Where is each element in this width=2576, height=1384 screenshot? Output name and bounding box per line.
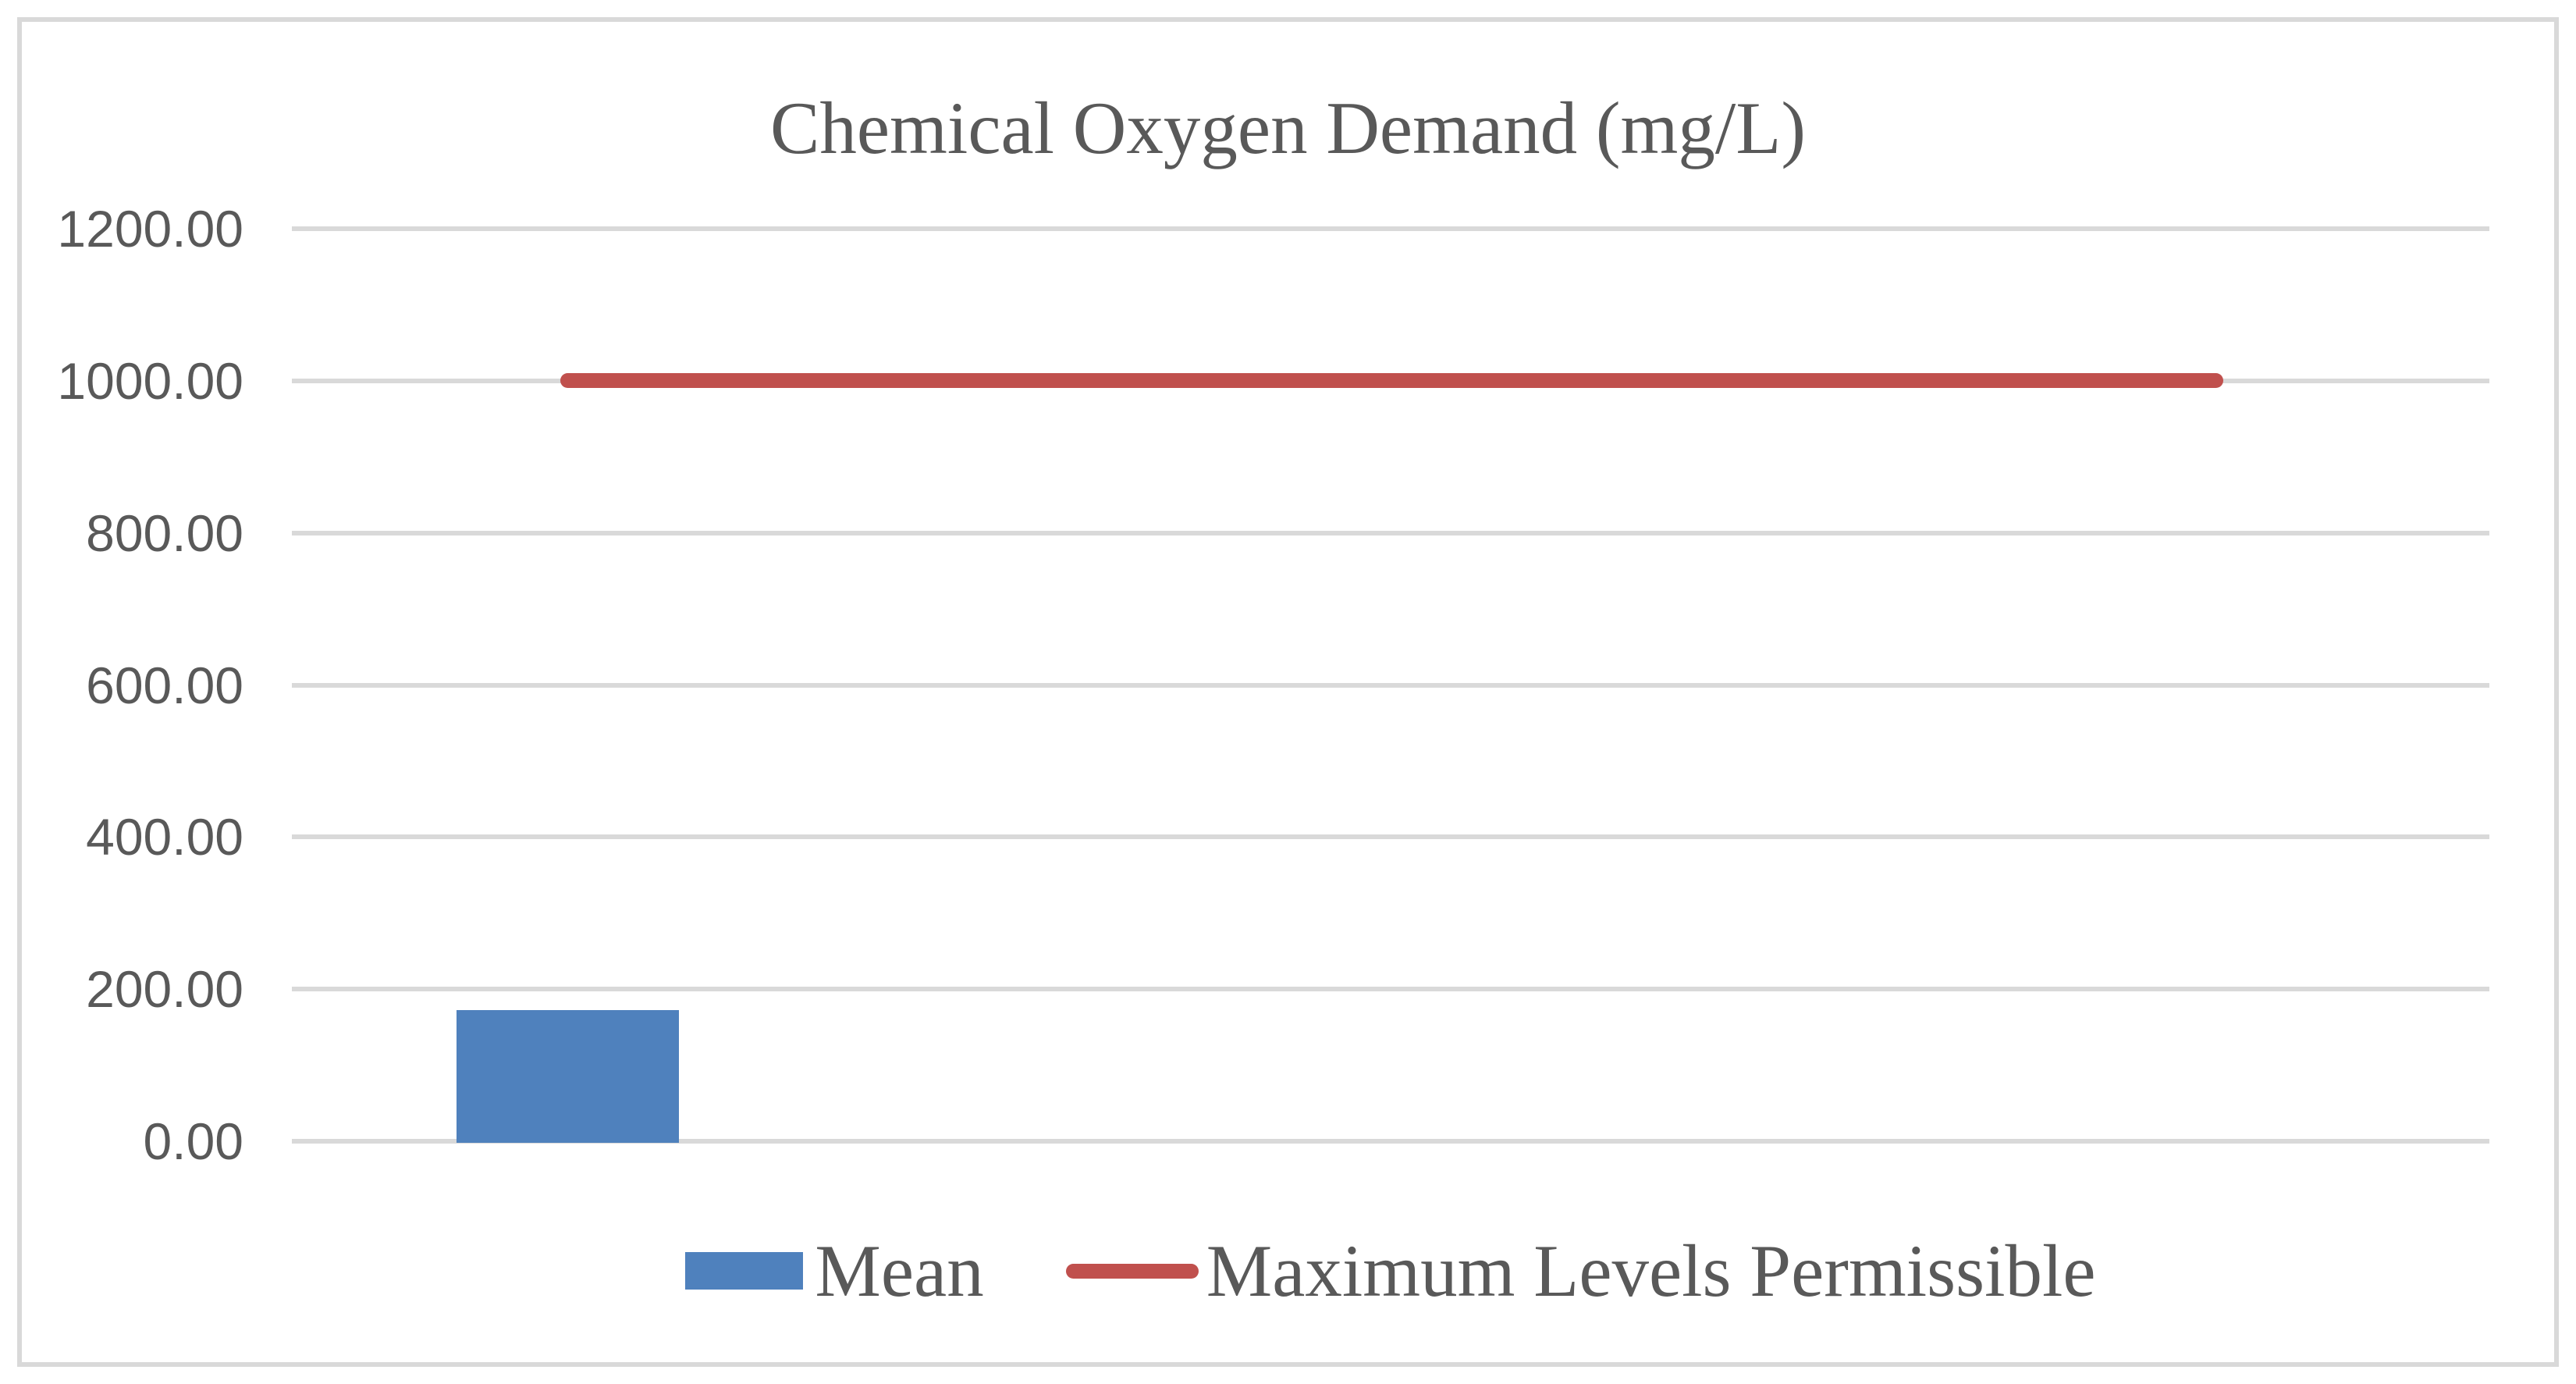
y-axis-tick-label: 0.00 bbox=[143, 1112, 243, 1170]
legend-label-maximum-levels: Maximum Levels Permissible bbox=[1206, 1229, 2096, 1312]
legend-label-mean: Mean bbox=[815, 1229, 984, 1312]
legend: Mean Maximum Levels Permissible bbox=[292, 1232, 2489, 1310]
gridline bbox=[292, 226, 2489, 231]
legend-swatch-maximum-levels bbox=[1065, 1263, 1199, 1279]
gridline bbox=[292, 682, 2489, 688]
y-axis-tick-label: 400.00 bbox=[86, 808, 243, 866]
y-axis-tick-label: 600.00 bbox=[86, 656, 243, 714]
gridline bbox=[292, 834, 2489, 840]
y-axis-tick-label: 800.00 bbox=[86, 503, 243, 562]
mean-bar bbox=[457, 1010, 679, 1143]
y-axis-tick-labels: 1200.00 1000.00 800.00 600.00 400.00 200.00 0.… bbox=[0, 203, 243, 1167]
gridline bbox=[292, 987, 2489, 992]
maximum-levels-line bbox=[560, 373, 2223, 388]
gridline bbox=[292, 530, 2489, 535]
y-axis-tick-label: 1000.00 bbox=[57, 351, 243, 410]
legend-swatch-mean bbox=[685, 1252, 804, 1290]
y-axis-tick-label: 200.00 bbox=[86, 960, 243, 1019]
y-axis-tick-label: 1200.00 bbox=[57, 200, 243, 258]
chart-title: Chemical Oxygen Demand (mg/L) bbox=[770, 87, 1806, 169]
plot-area bbox=[292, 226, 2489, 1144]
gridline bbox=[292, 1139, 2489, 1144]
